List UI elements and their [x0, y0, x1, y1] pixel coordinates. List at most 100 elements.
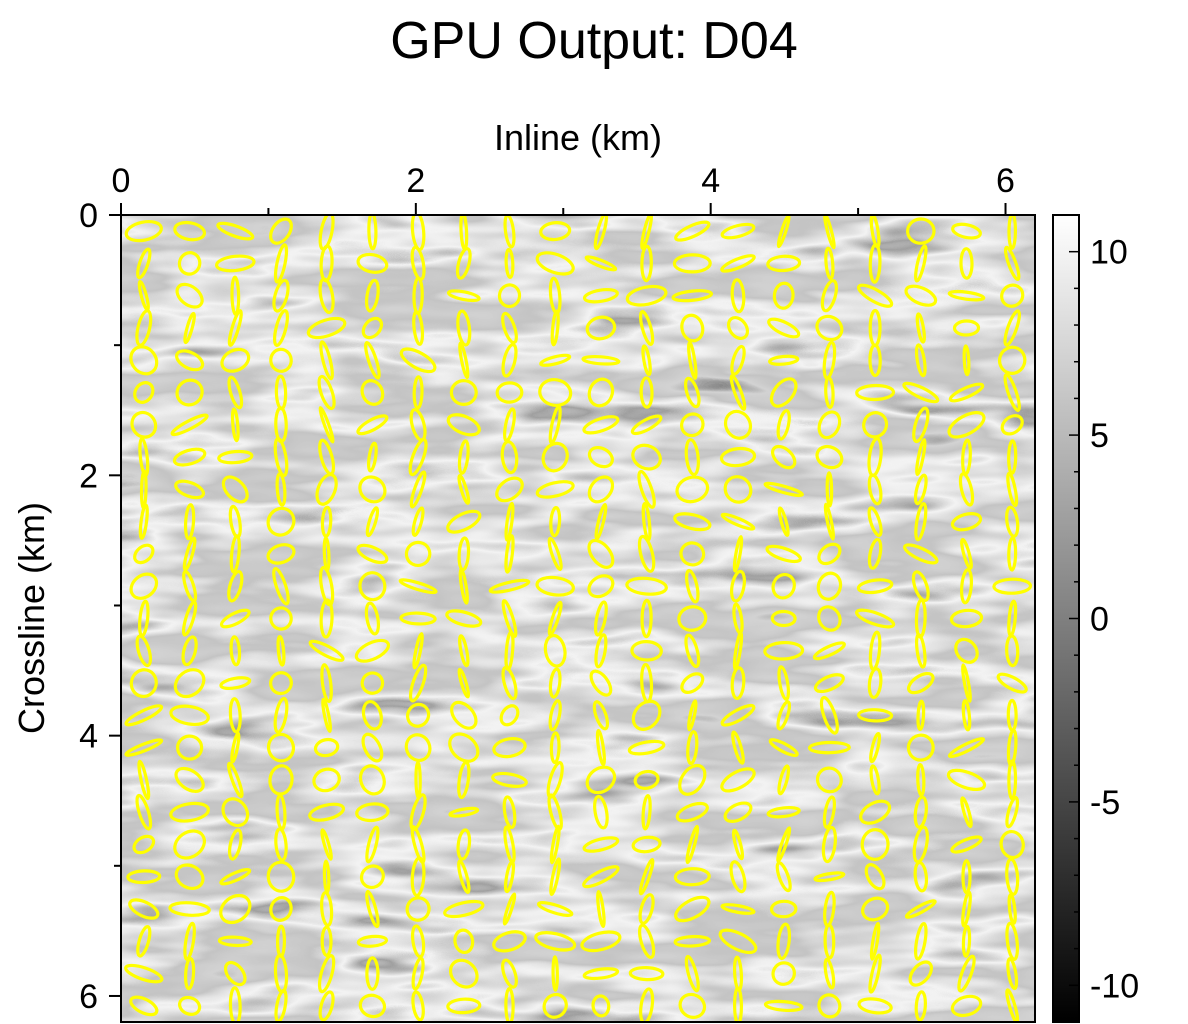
orientation-ellipse: [680, 313, 705, 343]
orientation-ellipse: [1006, 471, 1019, 508]
orientation-ellipse: [406, 702, 431, 728]
orientation-ellipse: [732, 986, 744, 1022]
orientation-ellipse: [771, 444, 797, 470]
orientation-ellipse: [457, 859, 471, 894]
orientation-ellipse: [823, 502, 836, 541]
orientation-ellipse: [580, 930, 622, 953]
x-axis-label: Inline (km): [494, 117, 662, 158]
orientation-ellipse: [448, 958, 479, 989]
orientation-ellipse: [948, 382, 985, 403]
orientation-ellipse: [950, 835, 983, 854]
orientation-ellipse: [308, 639, 345, 662]
orientation-ellipse: [269, 347, 293, 373]
orientation-ellipse: [499, 704, 520, 727]
orientation-ellipse: [168, 901, 211, 917]
orientation-ellipse: [492, 930, 527, 953]
orientation-ellipse: [542, 992, 568, 1019]
orientation-ellipse: [776, 826, 792, 863]
orientation-ellipse: [732, 828, 744, 861]
orientation-ellipse: [952, 319, 981, 337]
orientation-ellipse: [961, 924, 972, 958]
orientation-ellipse: [501, 343, 518, 378]
orientation-ellipse: [136, 925, 152, 958]
orientation-ellipse: [172, 447, 207, 467]
orientation-ellipse: [219, 893, 252, 925]
orientation-ellipse: [446, 289, 481, 303]
orientation-ellipse: [813, 673, 845, 694]
orientation-ellipse: [365, 278, 380, 313]
orientation-ellipse: [594, 633, 608, 669]
orientation-ellipse: [869, 764, 881, 796]
x-tick-label: 6: [996, 162, 1015, 200]
orientation-ellipse: [361, 316, 384, 340]
orientation-ellipse: [671, 289, 714, 303]
orientation-ellipse: [777, 764, 791, 796]
y-tick-label: 0: [79, 197, 98, 235]
orientation-ellipse: [640, 598, 653, 639]
orientation-ellipse: [771, 572, 796, 600]
orientation-ellipse: [216, 221, 255, 241]
orientation-ellipse: [677, 605, 708, 632]
orientation-ellipse: [272, 278, 290, 313]
orientation-ellipse: [269, 896, 293, 922]
orientation-ellipse: [720, 222, 756, 240]
orientation-ellipse: [535, 251, 575, 276]
orientation-ellipse: [449, 378, 478, 407]
orientation-ellipse: [182, 536, 197, 572]
orientation-ellipse: [549, 506, 562, 538]
y-axis-label: Crossline (km): [11, 502, 52, 734]
orientation-ellipse: [593, 600, 608, 637]
orientation-ellipse: [504, 501, 515, 542]
orientation-ellipse: [135, 634, 153, 668]
orientation-ellipse: [776, 409, 791, 441]
y-tick-label: 2: [79, 457, 98, 495]
orientation-ellipse: [312, 767, 341, 793]
orientation-ellipse: [306, 316, 347, 340]
orientation-ellipse: [408, 437, 428, 477]
orientation-ellipse: [364, 601, 381, 636]
orientation-ellipse: [535, 575, 575, 597]
orientation-ellipse: [587, 574, 615, 599]
orientation-ellipse: [640, 244, 653, 283]
orientation-ellipse: [720, 703, 756, 727]
orientation-ellipse: [777, 665, 791, 701]
orientation-ellipse: [947, 411, 986, 439]
orientation-ellipse: [820, 279, 839, 313]
x-tick-label: 4: [701, 162, 720, 200]
orientation-ellipse: [915, 438, 927, 477]
orientation-ellipse: [129, 345, 159, 376]
orientation-ellipse: [729, 374, 747, 411]
orientation-ellipse: [815, 444, 844, 470]
orientation-ellipse: [365, 825, 380, 864]
orientation-ellipse: [817, 605, 842, 632]
orientation-ellipse: [959, 568, 974, 605]
orientation-ellipse: [358, 764, 386, 796]
orientation-ellipse: [124, 738, 164, 757]
orientation-ellipse: [175, 378, 204, 407]
orientation-ellipse: [269, 671, 293, 696]
orientation-ellipse: [269, 606, 293, 631]
orientation-ellipse: [962, 344, 971, 377]
orientation-ellipse: [504, 987, 515, 1022]
orientation-ellipse: [173, 829, 207, 860]
orientation-ellipse: [992, 577, 1033, 595]
orientation-ellipse: [768, 738, 799, 758]
orientation-ellipse: [996, 672, 1028, 694]
orientation-ellipse: [227, 375, 244, 410]
orientation-ellipse: [536, 901, 574, 917]
orientation-ellipse: [587, 445, 614, 469]
orientation-ellipse: [684, 376, 701, 409]
orientation-ellipse: [177, 995, 202, 1016]
orientation-ellipse: [217, 935, 253, 948]
colorbar-tick-label: 10: [1090, 234, 1128, 272]
orientation-ellipse: [914, 502, 928, 542]
orientation-ellipse: [319, 340, 334, 381]
orientation-ellipse: [684, 633, 701, 669]
orientation-ellipse: [860, 828, 890, 861]
orientation-ellipse: [266, 860, 296, 893]
orientation-ellipse: [767, 317, 801, 339]
orientation-ellipse: [457, 473, 471, 505]
orientation-ellipse: [856, 283, 894, 308]
orientation-ellipse: [130, 410, 158, 439]
